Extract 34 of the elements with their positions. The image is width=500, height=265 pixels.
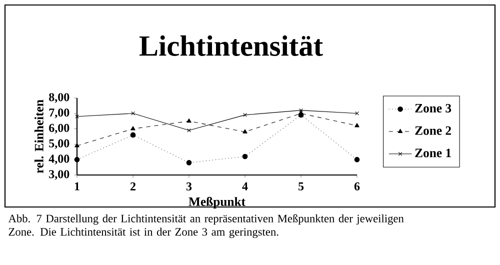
- x-tick-label: 6: [354, 182, 360, 190]
- x-tick-label: 5: [298, 182, 304, 190]
- x-tick-label: 1: [74, 182, 80, 190]
- point: [354, 123, 360, 128]
- y-tick-label: 8,00: [49, 93, 70, 103]
- point: [298, 110, 304, 115]
- legend-label: Zone 3: [415, 104, 452, 112]
- x-tick-label: 3: [186, 182, 192, 190]
- point: [242, 129, 248, 134]
- point: [130, 132, 136, 138]
- point: [242, 154, 248, 160]
- point: [131, 111, 135, 116]
- point: [186, 160, 192, 166]
- point: [187, 128, 191, 132]
- point: [243, 112, 247, 117]
- point: [186, 118, 192, 123]
- legend-label: Zone 2: [415, 126, 451, 135]
- point: [354, 156, 360, 162]
- y-tick-label: 7,00: [49, 108, 70, 118]
- y-tick-label: 5,00: [49, 139, 70, 150]
- x-axis-title: Meßpunkt: [188, 196, 246, 209]
- point: [299, 108, 303, 112]
- legend-label: Zone 1: [415, 148, 451, 158]
- x-tick-label: 2: [130, 182, 136, 190]
- y-tick-label: 6,00: [49, 124, 70, 134]
- y-tick-label: 4,00: [48, 154, 70, 165]
- chart-title: Lichtintensität: [139, 35, 323, 56]
- y-axis-title: rel. Einheiten: [34, 100, 44, 174]
- y-tick-label: 3,00: [49, 170, 70, 180]
- point: [74, 156, 80, 162]
- x-tick-label: 4: [242, 182, 248, 190]
- point: [130, 126, 136, 130]
- point: [74, 143, 80, 148]
- caption: Abb. 7 Darstellung der Lichtintensität an repräsentativen Meßpunkten der jeweiligen Zone. Die Lichtintensität ist in der Zone 3 am geringsten.: [8, 214, 404, 238]
